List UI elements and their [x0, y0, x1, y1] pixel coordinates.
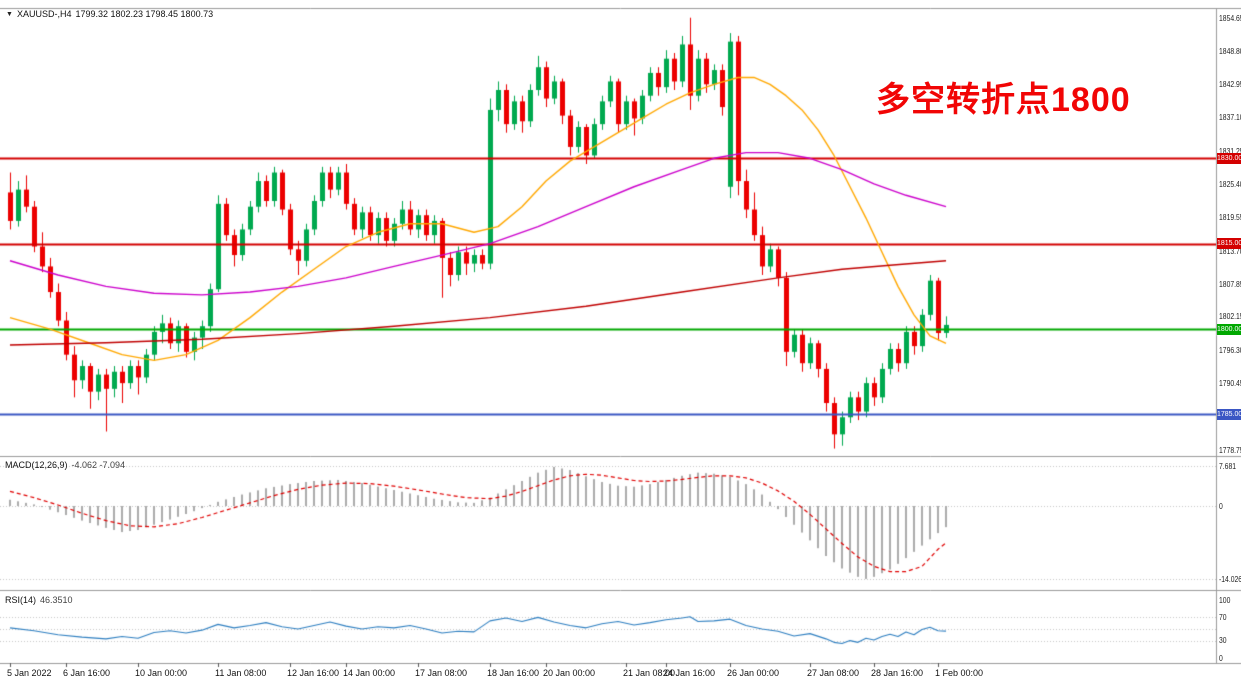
time-axis-label: 6 Jan 16:00 [63, 668, 111, 678]
price-axis-tick: 1790.45 [1219, 378, 1241, 388]
time-axis-label: 24 Jan 16:00 [663, 668, 716, 678]
symbol-dropdown-icon[interactable]: ▼ [6, 10, 13, 18]
rsi-axis-tick: 30 [1219, 636, 1227, 646]
time-axis-label: 20 Jan 00:00 [543, 668, 596, 678]
time-axis-label: 5 Jan 2022 [7, 668, 52, 678]
time-axis-label: 21 Jan 08:00 [623, 668, 676, 678]
price-axis-tick: 1807.85 [1219, 279, 1241, 289]
time-axis-label: 11 Jan 08:00 [215, 668, 267, 678]
chart-header: ▼ XAUUSD-,H4 1799.32 1802.23 1798.45 180… [6, 9, 213, 19]
price-axis-tick: 1796.30 [1219, 345, 1241, 355]
price-level-badge: 1785.00 [1217, 408, 1241, 420]
price-level-badge: 1830.00 [1217, 152, 1241, 164]
time-axis-label: 26 Jan 00:00 [727, 668, 780, 678]
price-level-badge: 1815.00 [1217, 238, 1241, 250]
macd-name: MACD(12,26,9) [5, 460, 68, 470]
time-axis-label: 12 Jan 16:00 [287, 668, 340, 678]
macd-axis-tick: -14.026 [1219, 574, 1241, 584]
time-axis-label: 1 Feb 00:00 [935, 668, 984, 678]
rsi-axis-tick: 0 [1219, 653, 1223, 663]
price-axis-tick: 1819.55 [1219, 213, 1241, 223]
price-axis-tick: 1837.10 [1219, 113, 1241, 123]
price-axis-tick: 1842.95 [1219, 80, 1241, 90]
price-axis-tick: 1802.15 [1219, 312, 1241, 322]
symbol-timeframe-label: XAUUSD-,H4 [16, 9, 72, 19]
ohlc-readout: 1799.32 1802.23 1798.45 1800.73 [75, 9, 214, 19]
rsi-value: 46.3510 [40, 595, 73, 605]
rsi-axis-tick: 70 [1219, 612, 1227, 622]
time-axis-label: 10 Jan 00:00 [135, 668, 188, 678]
macd-axis-tick: 7.681 [1219, 461, 1237, 471]
price-axis-tick: 1813.70 [1219, 246, 1241, 256]
annotation-text: 多空转折点1800 [876, 81, 1131, 119]
time-axis-label: 28 Jan 16:00 [871, 668, 924, 678]
macd-axis-tick: 0 [1219, 501, 1223, 511]
price-axis-tick: 1825.40 [1219, 179, 1241, 189]
time-axis-label: 17 Jan 08:00 [415, 668, 468, 678]
rsi-name: RSI(14) [5, 595, 37, 605]
time-axis-label: 18 Jan 16:00 [487, 668, 540, 678]
time-axis-label: 14 Jan 00:00 [343, 668, 396, 678]
price-level-badge: 1800.00 [1217, 323, 1241, 335]
macd-values: -4.062 -7.094 [71, 460, 126, 470]
price-axis-tick: 1831.25 [1219, 146, 1241, 156]
macd-indicator-label: MACD(12,26,9) -4.062 -7.094 [5, 460, 125, 470]
rsi-axis-tick: 100 [1219, 595, 1231, 605]
price-axis-tick: 1848.80 [1219, 46, 1241, 56]
price-axis-tick: 1854.65 [1219, 13, 1241, 23]
time-axis-label: 27 Jan 08:00 [807, 668, 860, 678]
price-axis-tick: 1778.75 [1219, 445, 1241, 455]
rsi-indicator-label: RSI(14) 46.3510 [5, 595, 73, 605]
